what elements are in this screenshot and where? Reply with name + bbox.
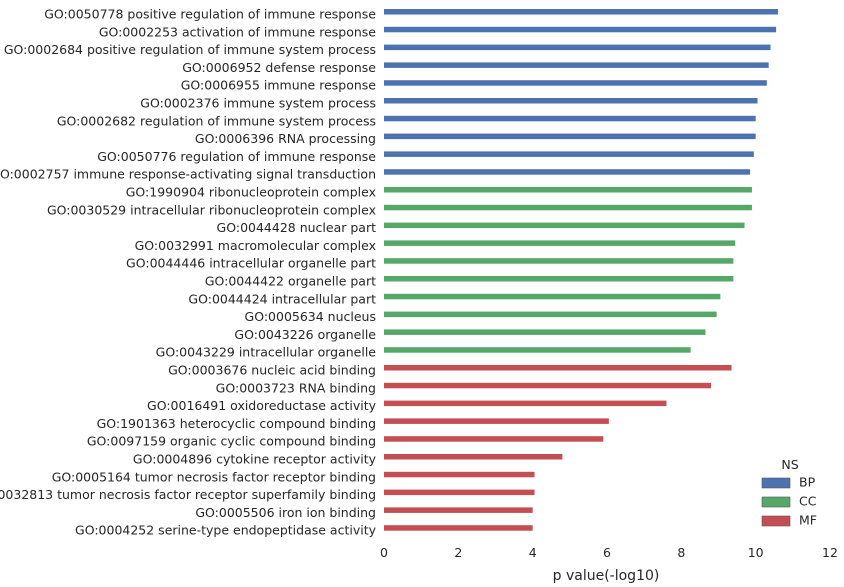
category-label: GO:0006396 RNA processing [195,131,376,146]
legend-swatch-mf [761,515,791,527]
category-label: GO:0002684 positive regulation of immune… [4,42,376,57]
x-tick-label: 0 [380,545,388,560]
legend-swatch-bp [761,477,791,489]
category-label: GO:0050778 positive regulation of immune… [44,7,376,22]
category-label: GO:0003723 RNA binding [216,380,376,395]
category-label: GO:0044424 intracellular part [188,291,376,306]
bar-bp [384,98,758,104]
legend-entries: BP CC MF [761,475,817,528]
category-label: GO:0032813 tumor necrosis factor recepto… [0,487,376,502]
category-label: GO:0044422 organelle part [205,274,376,289]
x-tick-label: 12 [822,545,838,560]
bar-mf [384,489,535,496]
bar-mf [384,507,533,513]
category-label: GO:0050776 regulation of immune response [97,149,376,164]
category-label: GO:0044428 nuclear part [217,220,377,235]
legend-swatch-cc [761,496,791,508]
legend-label-mf: MF [799,513,817,528]
bar-mf [384,436,604,442]
legend-label-cc: CC [799,494,817,509]
category-label: GO:0005506 iron ion binding [195,505,376,520]
category-label: GO:0002682 regulation of immune system p… [57,113,376,128]
category-label: GO:0016491 oxidoreductase activity [147,398,377,413]
category-label: GO:0005164 tumor necrosis factor recepto… [52,469,376,484]
category-label: GO:1990904 ribonucleoprotein complex [126,185,376,200]
bar-mf [384,400,667,407]
x-tick-label: 6 [603,545,611,560]
bar-mf [384,382,712,389]
bar-bp [384,133,756,140]
category-label: GO:0043229 intracellular organelle [156,345,377,360]
bar-bp [384,169,751,175]
bar-bp [384,115,756,122]
bar-cc [384,347,691,353]
x-axis-title: p value(-log10) [553,568,660,584]
bar-bp [384,62,769,68]
bar-cc [384,293,721,300]
bar-mf [384,525,533,531]
category-label: GO:0003676 nucleic acid binding [168,363,376,378]
category-label: GO:0030529 intracellular ribonucleoprote… [47,202,376,217]
category-labels: GO:0050778 positive regulation of immune… [0,7,377,538]
bar-cc [384,258,734,264]
category-label: GO:0002757 immune response-activating si… [0,167,376,182]
category-label: GO:0043226 organelle [234,327,376,342]
x-tick-label: 10 [748,545,764,560]
x-tick-label: 2 [454,545,462,560]
legend-label-bp: BP [799,475,816,490]
category-label: GO:0002376 immune system process [140,96,376,111]
legend-title: NS [781,457,798,472]
category-label: GO:0006952 defense response [182,60,376,75]
bar-cc [384,329,706,335]
category-label: GO:1901363 heterocyclic compound binding [97,416,376,431]
category-label: GO:0044446 intracellular organelle part [126,256,376,271]
bar-mf [384,418,609,424]
category-label: GO:0002253 activation of immune response [99,24,376,39]
legend: NS BP CC MF [761,457,817,528]
bar-mf [384,365,732,371]
category-label: GO:0004896 cytokine receptor activity [133,452,377,467]
bars-layer [384,9,778,531]
bar-bp [384,151,754,157]
bar-mf [384,471,535,478]
bar-cc [384,240,736,246]
x-axis-ticks: 0 2 4 6 8 10 12 [380,545,838,560]
bar-cc [384,311,717,318]
category-label: GO:0004252 serine-type endopeptidase act… [75,523,377,538]
category-label: GO:0005634 nucleus [245,309,376,324]
bar-mf [384,454,563,460]
category-label: GO:0006955 immune response [181,78,377,93]
x-tick-label: 4 [529,545,537,560]
bar-cc [384,187,752,193]
bar-bp [384,80,767,86]
category-label: GO:0032991 macromolecular complex [135,238,376,253]
bar-cc [384,276,734,282]
bar-bp [384,9,778,15]
bar-bp [384,44,771,51]
x-tick-label: 8 [677,545,685,560]
bar-cc [384,204,752,211]
bar-bp [384,26,777,33]
bar-cc [384,222,745,229]
category-label: GO:0097159 organic cyclic compound bindi… [87,434,376,449]
